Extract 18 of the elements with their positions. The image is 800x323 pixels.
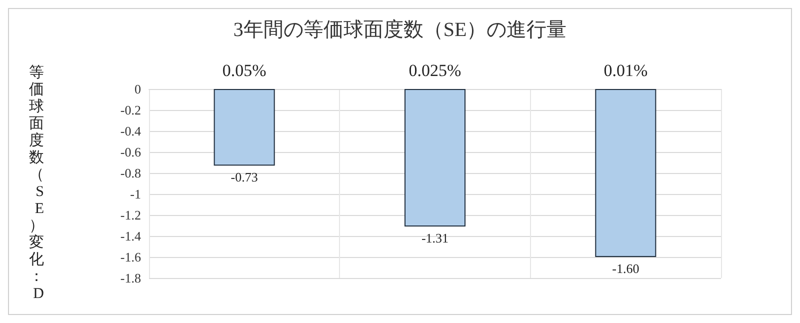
y-tick-label: -1.6 bbox=[120, 250, 142, 264]
x-tick-label: 0.025% bbox=[408, 61, 462, 80]
x-tick-label: 0.01% bbox=[604, 61, 648, 80]
data-label: -0.73 bbox=[230, 170, 258, 185]
y-tick-label: -0.8 bbox=[120, 166, 141, 180]
text: 等価球面度数（SE）変化：D bbox=[29, 65, 44, 302]
y-tick-label: 0 bbox=[134, 82, 141, 96]
y-tick-label: -1.8 bbox=[120, 270, 141, 286]
data-label: -1.60 bbox=[612, 261, 640, 276]
y-tick-label: -0.2 bbox=[120, 102, 141, 118]
y-tick-label: -1.4 bbox=[120, 228, 142, 244]
y-tick-label: -1 bbox=[130, 186, 141, 202]
x-tick-label: 0.05% bbox=[222, 61, 266, 80]
chart-title: 3年間の等価球面度数（SE）の進行量 bbox=[233, 19, 567, 41]
data-label: -1.31 bbox=[421, 230, 449, 246]
y-tick-label: -1.2 bbox=[120, 208, 141, 222]
y-tick-label: -0.6 bbox=[120, 144, 142, 160]
y-tick-label: -0.4 bbox=[120, 124, 142, 138]
